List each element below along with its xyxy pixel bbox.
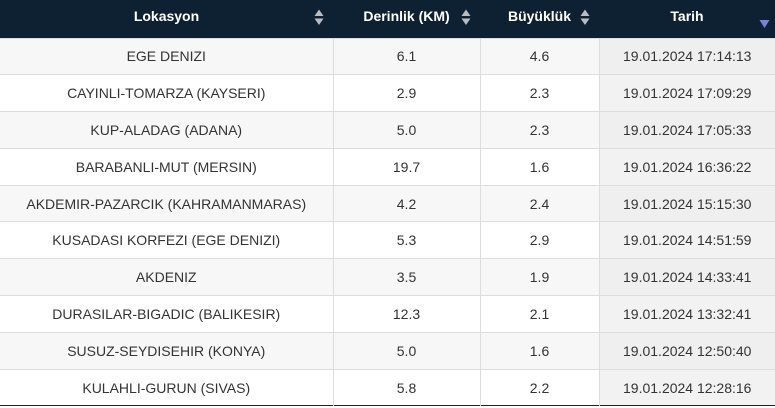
date-cell: 19.01.2024 17:14:13: [598, 37, 775, 75]
column-header-magnitude[interactable]: Büyüklük: [480, 0, 599, 38]
table-row[interactable]: BARABANLI-MUT (MERSIN) 19.7 1.6 19.01.20…: [0, 147, 775, 186]
date-cell: 19.01.2024 15:15:30: [598, 184, 775, 222]
location-cell: CAYINLI-TOMARZA (KAYSERI): [0, 74, 333, 112]
column-label: Büyüklük: [507, 7, 571, 24]
table-row[interactable]: KUSADASI KORFEZI (EGE DENIZI) 5.3 2.9 19…: [0, 221, 775, 259]
date-cell: 19.01.2024 13:32:41: [598, 295, 775, 333]
date-cell: 19.01.2024 12:28:16: [598, 368, 775, 406]
date-cell: 19.01.2024 14:51:59: [598, 221, 775, 259]
column-label: Tarih: [670, 7, 704, 24]
date-cell: 19.01.2024 14:33:41: [598, 258, 775, 296]
date-cell: 19.01.2024 17:09:29: [598, 74, 775, 112]
depth-cell: 19.7: [332, 147, 480, 186]
table-row[interactable]: SUSUZ-SEYDISEHIR (KONYA) 5.0 1.6 19.01.2…: [0, 331, 775, 370]
column-header-location[interactable]: Lokasyon: [0, 0, 333, 38]
location-cell: SUSUZ-SEYDISEHIR (KONYA): [0, 331, 333, 370]
location-cell: KUP-ALADAG (ADANA): [0, 111, 333, 149]
date-cell: 19.01.2024 12:50:40: [598, 331, 775, 370]
magnitude-cell: 2.9: [479, 221, 599, 259]
sort-both-icon: [461, 9, 471, 25]
table-body: EGE DENIZI 6.1 4.6 19.01.2024 17:14:13 C…: [0, 37, 775, 406]
depth-cell: 3.5: [332, 258, 480, 296]
table-row[interactable]: CAYINLI-TOMARZA (KAYSERI) 2.9 2.3 19.01.…: [0, 74, 775, 112]
magnitude-cell: 1.6: [479, 147, 599, 186]
table-header: Lokasyon Derinlik (KM) Büyüklük: [0, 0, 775, 38]
location-cell: EGE DENIZI: [0, 37, 333, 75]
table-row[interactable]: EGE DENIZI 6.1 4.6 19.01.2024 17:14:13: [0, 37, 775, 75]
table-row[interactable]: DURASILAR-BIGADIC (BALIKESIR) 12.3 2.1 1…: [0, 295, 775, 333]
table-row[interactable]: KULAHLI-GURUN (SIVAS) 5.8 2.2 19.01.2024…: [0, 368, 775, 406]
table-row[interactable]: AKDENIZ 3.5 1.9 19.01.2024 14:33:41: [0, 258, 775, 296]
table-row[interactable]: KUP-ALADAG (ADANA) 5.0 2.3 19.01.2024 17…: [0, 111, 775, 149]
magnitude-cell: 2.3: [479, 74, 599, 112]
location-cell: AKDENIZ: [0, 258, 333, 296]
location-cell: DURASILAR-BIGADIC (BALIKESIR): [0, 295, 333, 333]
depth-cell: 12.3: [332, 295, 480, 333]
location-cell: KULAHLI-GURUN (SIVAS): [0, 368, 333, 406]
column-label: Lokasyon: [133, 7, 200, 24]
magnitude-cell: 2.3: [479, 111, 599, 149]
depth-cell: 5.0: [332, 331, 480, 370]
magnitude-cell: 1.6: [479, 331, 599, 370]
magnitude-cell: 1.9: [479, 258, 599, 296]
location-cell: KUSADASI KORFEZI (EGE DENIZI): [0, 221, 333, 259]
date-cell: 19.01.2024 16:36:22: [598, 147, 775, 186]
sort-both-icon: [314, 9, 324, 25]
location-cell: AKDEMIR-PAZARCIK (KAHRAMANMARAS): [0, 184, 333, 222]
column-label: Derinlik (KM): [363, 7, 450, 24]
header-row: Lokasyon Derinlik (KM) Büyüklük: [0, 0, 775, 38]
depth-cell: 5.8: [332, 368, 480, 406]
column-header-date[interactable]: Tarih: [599, 0, 775, 38]
date-cell: 19.01.2024 17:05:33: [598, 111, 775, 149]
sort-descending-icon: [759, 19, 770, 28]
magnitude-cell: 2.2: [479, 368, 599, 406]
depth-cell: 2.9: [332, 74, 480, 112]
magnitude-cell: 2.4: [479, 184, 599, 222]
depth-cell: 5.3: [332, 221, 480, 259]
magnitude-cell: 4.6: [479, 37, 599, 75]
magnitude-cell: 2.1: [479, 295, 599, 333]
column-header-depth[interactable]: Derinlik (KM): [333, 0, 480, 38]
table-row[interactable]: AKDEMIR-PAZARCIK (KAHRAMANMARAS) 4.2 2.4…: [0, 184, 775, 222]
sort-both-icon: [580, 9, 590, 25]
location-cell: BARABANLI-MUT (MERSIN): [0, 147, 333, 186]
depth-cell: 5.0: [332, 111, 480, 149]
depth-cell: 4.2: [332, 184, 480, 222]
depth-cell: 6.1: [332, 37, 480, 75]
